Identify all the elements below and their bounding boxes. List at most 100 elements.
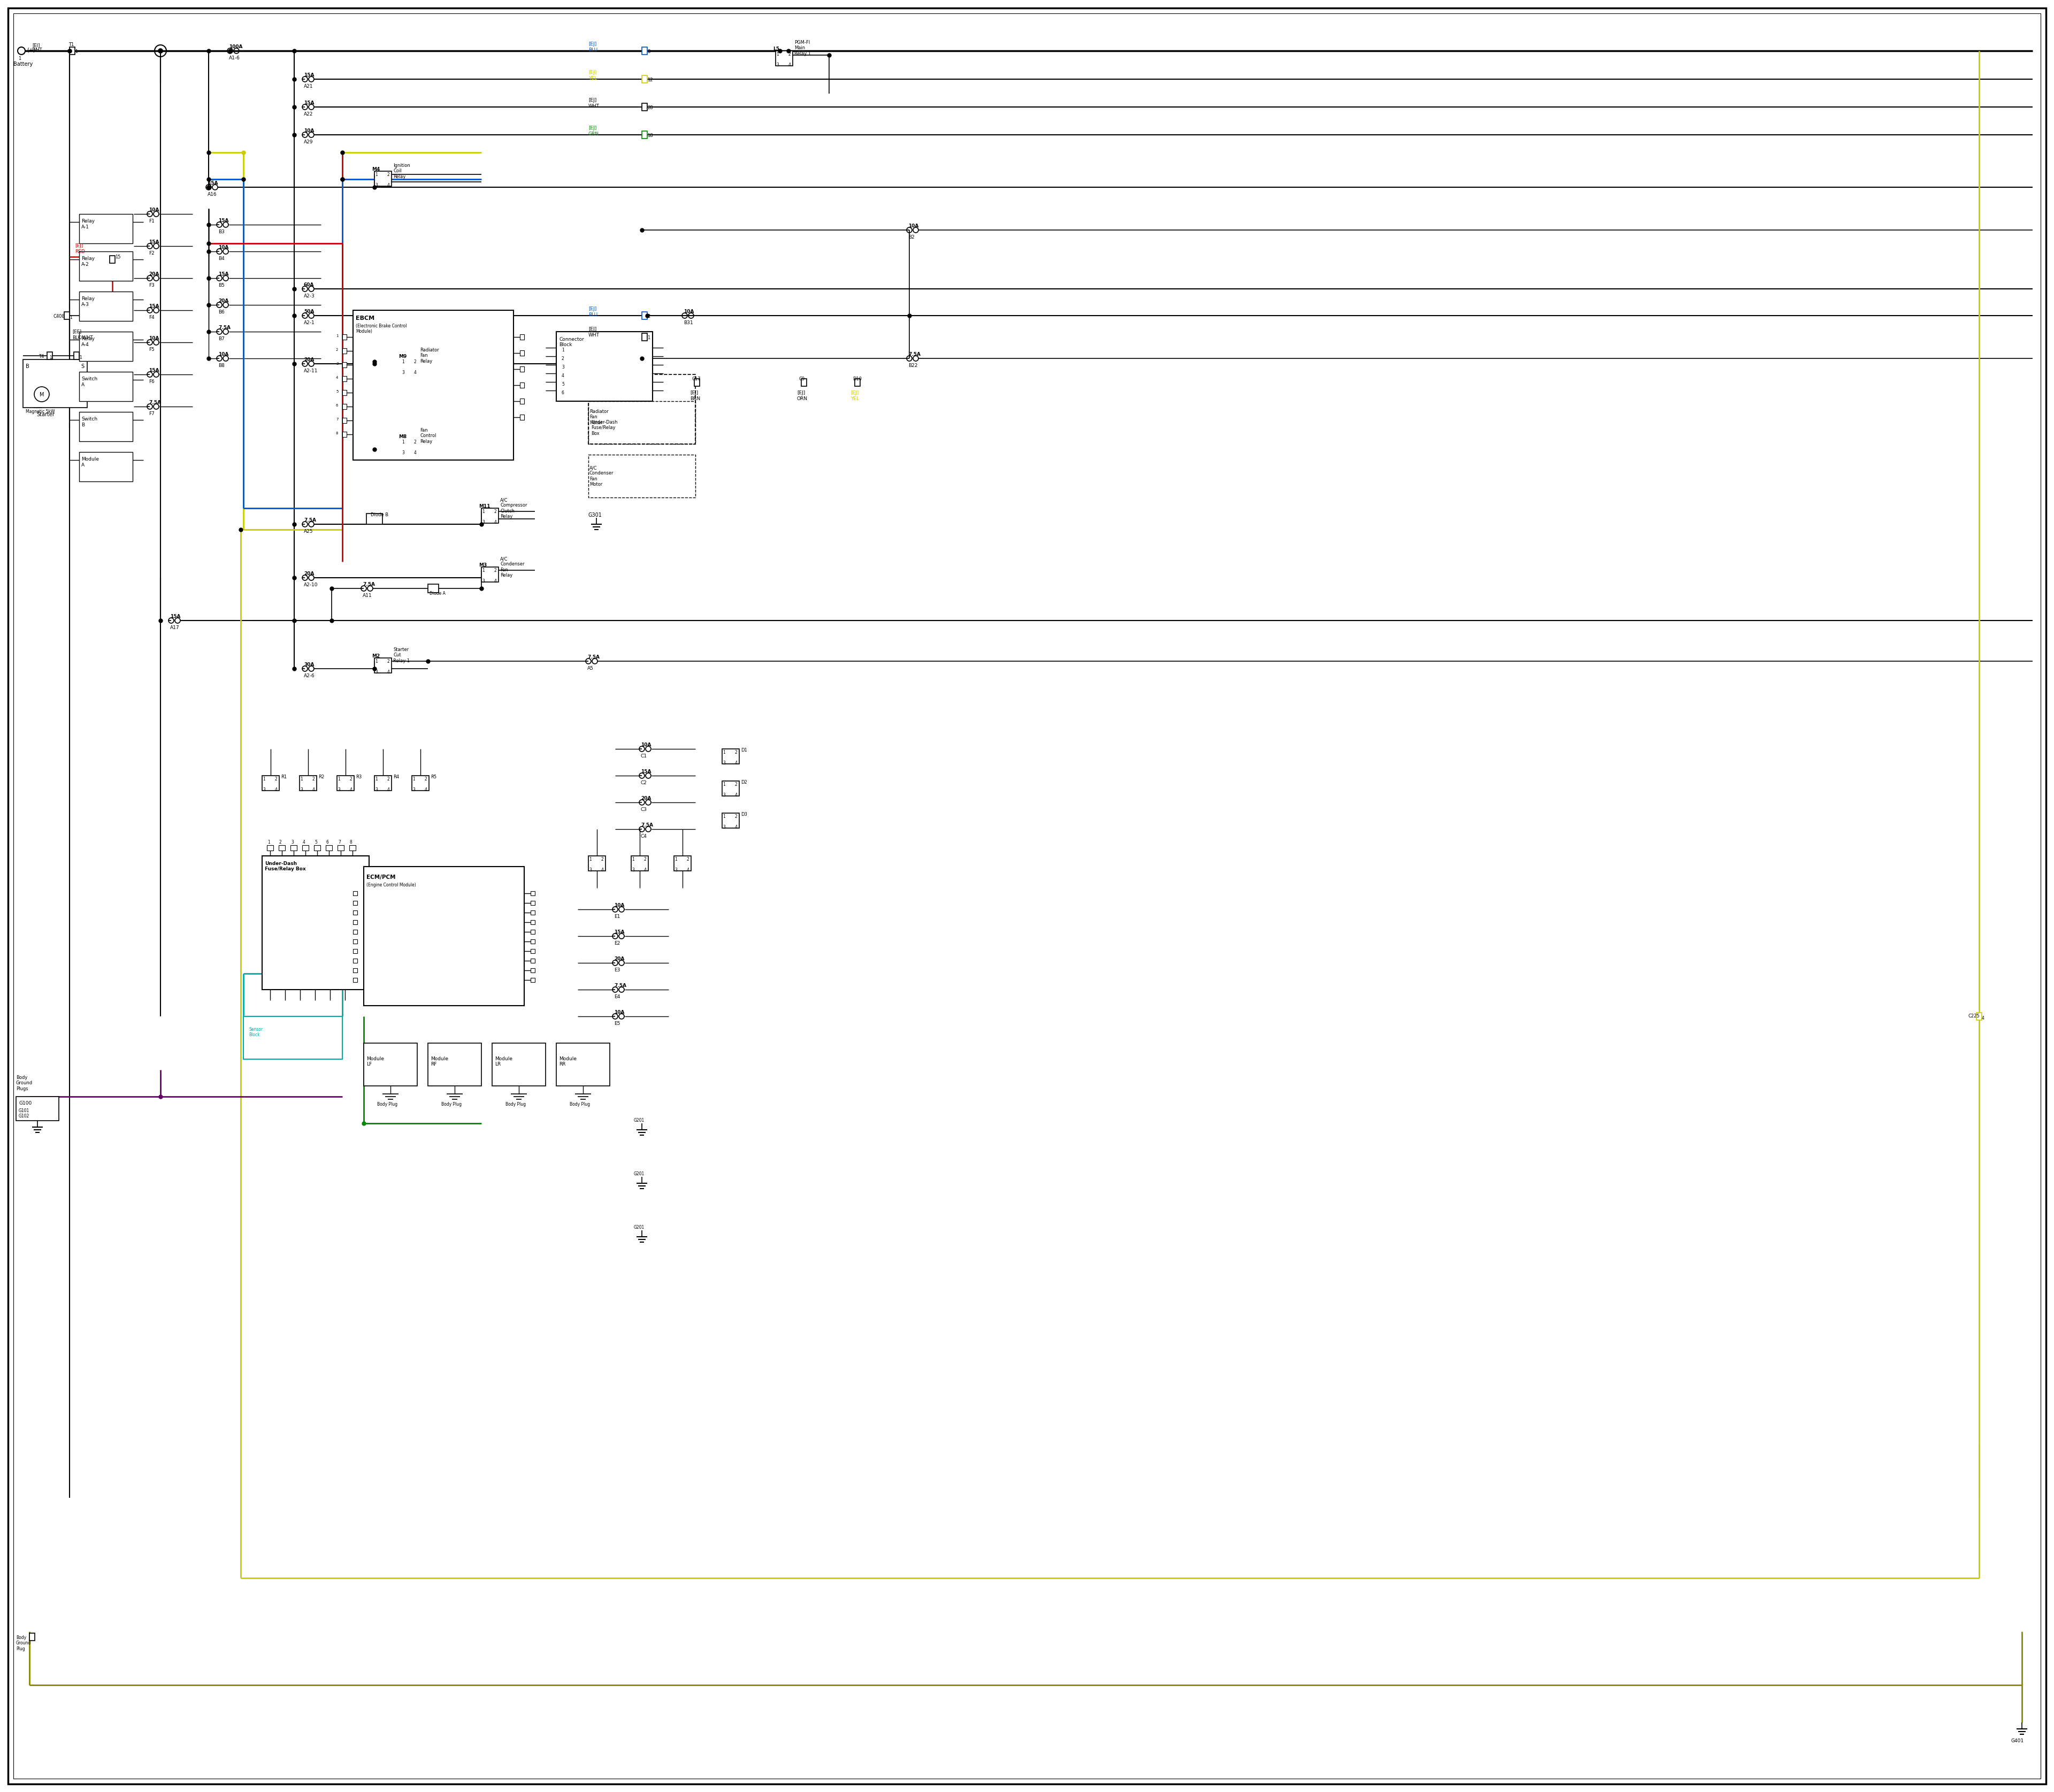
Text: WHT: WHT — [587, 333, 600, 337]
Text: Module
RF: Module RF — [431, 1057, 448, 1066]
Text: 1: 1 — [723, 814, 725, 819]
Text: B5: B5 — [218, 283, 224, 289]
Text: 2: 2 — [425, 776, 427, 781]
Text: 4: 4 — [645, 867, 647, 873]
Text: 2: 2 — [279, 840, 281, 844]
Text: B7: B7 — [218, 337, 224, 340]
Text: 1: 1 — [776, 52, 778, 57]
Text: 6: 6 — [561, 391, 565, 396]
Text: 2: 2 — [275, 776, 277, 781]
Text: L5: L5 — [772, 47, 778, 52]
Text: 3: 3 — [300, 787, 302, 792]
Bar — [80, 251, 134, 281]
Bar — [641, 47, 647, 54]
Text: [EJ]: [EJ] — [587, 326, 596, 332]
Text: E2: E2 — [614, 941, 620, 946]
Text: 28: 28 — [647, 106, 653, 109]
Text: 3: 3 — [776, 63, 778, 68]
Text: RED: RED — [74, 249, 84, 254]
Text: A2-3: A2-3 — [304, 294, 314, 299]
Text: R4: R4 — [392, 774, 398, 780]
Text: PGM-FI
Main
Relay 1: PGM-FI Main Relay 1 — [795, 39, 811, 56]
Bar — [80, 412, 134, 441]
Text: ORN: ORN — [797, 396, 807, 401]
Text: A17: A17 — [170, 625, 179, 631]
Text: 18: 18 — [647, 133, 653, 138]
Text: M8: M8 — [398, 434, 407, 439]
Text: M3: M3 — [479, 563, 487, 568]
Text: G102: G102 — [18, 1113, 29, 1118]
Text: 1: 1 — [589, 857, 592, 862]
Text: 7.5A: 7.5A — [304, 518, 316, 523]
Text: YEL: YEL — [587, 75, 598, 81]
Text: [EE]: [EE] — [72, 330, 82, 333]
Bar — [481, 509, 499, 523]
Bar — [723, 814, 739, 828]
Text: B2: B2 — [908, 235, 914, 240]
Text: 2: 2 — [415, 360, 417, 364]
Text: BLU: BLU — [587, 312, 598, 317]
Text: 15A: 15A — [207, 181, 218, 186]
Text: 1: 1 — [70, 315, 72, 321]
Text: F7: F7 — [148, 412, 154, 416]
Bar — [364, 1043, 417, 1086]
Text: 4: 4 — [735, 824, 737, 830]
Text: 1: 1 — [337, 776, 341, 781]
Text: Ignition
Coil
Relay: Ignition Coil Relay — [392, 163, 411, 179]
Text: C2: C2 — [641, 781, 647, 785]
Text: 1: 1 — [561, 348, 565, 353]
Text: 2: 2 — [561, 357, 565, 360]
Text: 2: 2 — [388, 659, 390, 663]
Text: G201: G201 — [635, 1226, 645, 1229]
Text: 20A: 20A — [304, 357, 314, 362]
Text: 1: 1 — [80, 355, 82, 360]
Text: G201: G201 — [635, 1118, 645, 1124]
Text: T4: T4 — [39, 355, 43, 358]
Text: 3: 3 — [633, 867, 635, 873]
Text: 3: 3 — [403, 450, 405, 455]
Text: 4: 4 — [735, 760, 737, 765]
Text: A1-6: A1-6 — [228, 56, 240, 61]
Text: 5: 5 — [337, 391, 339, 392]
Text: Diode A: Diode A — [429, 591, 446, 597]
Text: F2: F2 — [148, 251, 154, 256]
Text: A2-6: A2-6 — [304, 674, 314, 679]
Bar — [353, 959, 357, 962]
Text: M: M — [39, 392, 43, 398]
Bar — [530, 959, 534, 962]
Bar — [337, 776, 353, 790]
Text: BLU: BLU — [587, 48, 598, 52]
Text: 7.5A: 7.5A — [908, 351, 920, 357]
Text: 3: 3 — [483, 579, 485, 584]
Text: 20A: 20A — [304, 572, 314, 575]
Text: A5: A5 — [587, 667, 594, 670]
Text: E1: E1 — [614, 914, 620, 919]
Text: 8: 8 — [647, 48, 651, 54]
Text: 10A: 10A — [614, 1011, 624, 1014]
Text: Radiator
Fan
Motor: Radiator Fan Motor — [589, 409, 608, 425]
Text: G101: G101 — [18, 1109, 29, 1113]
Text: 15A: 15A — [304, 100, 314, 106]
Text: Sensor
Block: Sensor Block — [249, 1027, 263, 1038]
Text: 15A: 15A — [170, 615, 181, 618]
Bar — [343, 418, 347, 423]
Text: 10A: 10A — [614, 903, 624, 909]
Text: 2: 2 — [602, 857, 604, 862]
Text: M11: M11 — [479, 504, 491, 509]
Bar — [854, 378, 861, 387]
Text: 7.5A: 7.5A — [148, 400, 160, 405]
Text: 60A: 60A — [304, 283, 314, 287]
Text: Module
LF: Module LF — [366, 1057, 384, 1066]
Text: M9: M9 — [398, 355, 407, 358]
Text: 2: 2 — [789, 52, 791, 57]
Bar — [353, 919, 357, 925]
Text: A2-11: A2-11 — [304, 369, 318, 373]
Text: 4: 4 — [337, 376, 339, 380]
Text: D2: D2 — [741, 780, 748, 785]
Text: C408: C408 — [53, 314, 66, 319]
Text: 10A: 10A — [218, 246, 228, 249]
Text: 4: 4 — [312, 787, 314, 792]
Bar — [587, 455, 696, 498]
Text: 1: 1 — [267, 840, 269, 844]
Text: GRN: GRN — [587, 131, 600, 136]
